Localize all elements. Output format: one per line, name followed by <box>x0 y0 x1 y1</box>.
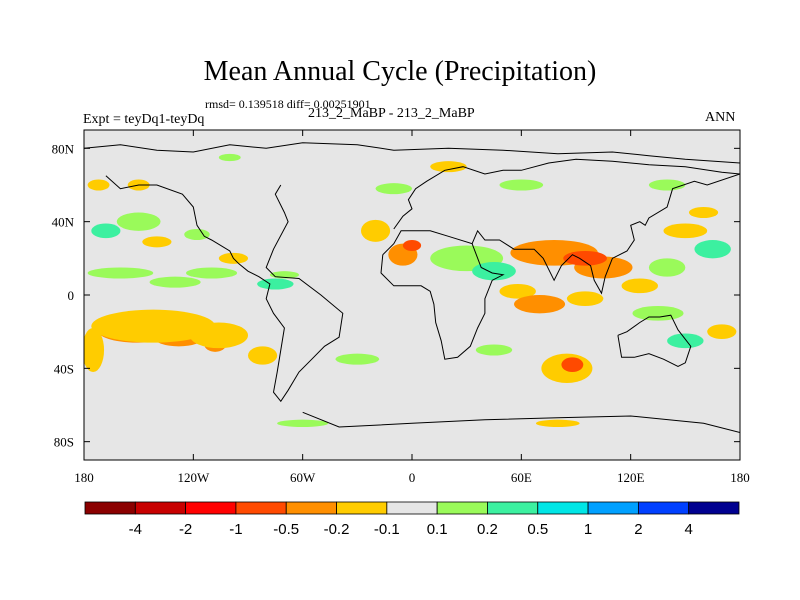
colorbar-swatch <box>185 501 237 515</box>
anomaly-region <box>186 267 238 279</box>
anomaly-region <box>430 161 467 173</box>
coastline <box>393 158 740 230</box>
anomaly-region <box>91 309 216 343</box>
anomaly-region <box>648 258 686 277</box>
coastlines <box>84 142 740 433</box>
y-tick-label: 40S <box>54 361 74 376</box>
colorbar-label: 2 <box>634 521 642 538</box>
anomaly-region <box>375 183 412 195</box>
anomaly-region <box>475 344 513 356</box>
colorbar-label: -0.1 <box>374 521 400 538</box>
season-label: ANN <box>705 110 736 125</box>
anomaly-region <box>514 295 566 314</box>
colorbar-label: -0.5 <box>273 521 299 538</box>
experiment-label: Expt = teyDq1-teyDq <box>83 112 205 127</box>
anomaly-region <box>621 278 658 294</box>
x-tick-label: 180 <box>730 470 750 485</box>
anomaly-region <box>277 419 329 428</box>
coastline <box>302 411 740 433</box>
x-tick-label: 120E <box>617 470 645 485</box>
colorbar-swatch <box>688 501 740 515</box>
anomaly-region <box>632 306 684 321</box>
anomaly-region <box>184 229 210 240</box>
anomaly-region <box>84 328 105 372</box>
y-tick-label: 80N <box>52 141 75 156</box>
colorbar-label: -0.2 <box>324 521 350 538</box>
anomaly-region <box>87 179 110 191</box>
colorbar-swatch <box>235 501 287 515</box>
chart-title: Mean Annual Cycle (Precipitation) <box>203 56 597 87</box>
anomaly-region <box>360 219 391 242</box>
colorbar: -4 -2 -1 -0.5 -0.2 -0.1 0.1 0.2 0.5 1 2 4 <box>84 501 740 538</box>
axes: 180 120W 60W 0 60E 120E 180 80N 40N 0 40S 80S <box>52 130 750 485</box>
colorbar-label: -2 <box>179 521 192 538</box>
colorbar-label: 4 <box>685 521 693 538</box>
anomaly-region <box>648 179 686 191</box>
anomaly-region <box>142 236 172 248</box>
anomaly-region <box>707 324 737 339</box>
colorbar-swatch <box>436 501 488 515</box>
colorbar-swatch <box>637 501 690 515</box>
colorbar-label: -1 <box>229 521 242 538</box>
x-tick-label: 180 <box>74 470 94 485</box>
coastline <box>380 230 505 360</box>
colorbar-label: 0.2 <box>477 521 498 538</box>
anomaly-region <box>189 322 249 349</box>
colorbar-label: -4 <box>129 521 142 538</box>
plot-background <box>84 130 740 460</box>
colorbar-label: 1 <box>584 521 592 538</box>
x-tick-label: 120W <box>177 470 210 485</box>
y-tick-label: 80S <box>54 435 74 450</box>
x-tick-label: 60E <box>511 470 532 485</box>
colorbar-swatch <box>587 501 639 515</box>
colorbar-swatch <box>336 501 388 515</box>
anomaly-region <box>688 207 719 218</box>
anomaly-region <box>561 357 584 372</box>
colorbar-swatch <box>487 501 539 515</box>
anomaly-region <box>218 153 241 162</box>
anomaly-region <box>535 419 580 428</box>
y-tick-label: 40N <box>52 215 75 230</box>
anomaly-region <box>248 346 278 365</box>
colorbar-label: 0.1 <box>427 521 448 538</box>
anomaly-region <box>499 179 544 191</box>
anomaly-region <box>499 284 536 299</box>
anomaly-region <box>472 262 516 281</box>
anomaly-region <box>694 240 731 259</box>
x-tick-label: 60W <box>290 470 316 485</box>
y-tick-label: 0 <box>68 288 75 303</box>
anomaly-region <box>116 212 161 231</box>
coastline <box>105 175 344 403</box>
colorbar-swatch <box>285 501 337 515</box>
anomaly-region <box>149 276 201 288</box>
coastline <box>471 173 740 295</box>
colorbar-swatch <box>84 501 136 515</box>
anomaly-field <box>84 153 737 428</box>
anomaly-region <box>563 251 607 266</box>
anomaly-region <box>663 223 708 239</box>
colorbar-swatch <box>386 501 438 515</box>
anomaly-region <box>91 223 121 239</box>
x-tick-label: 0 <box>409 470 416 485</box>
anomaly-region <box>257 278 294 290</box>
anomaly-region <box>566 291 604 306</box>
case-label: 213_2_MaBP - 213_2_MaBP <box>308 106 475 121</box>
anomaly-region <box>402 240 422 251</box>
colorbar-swatch <box>134 501 187 515</box>
coastline <box>84 142 740 164</box>
anomaly-region <box>667 333 704 349</box>
colorbar-swatch <box>537 501 589 515</box>
anomaly-region <box>335 353 380 365</box>
anomaly-region <box>87 267 154 279</box>
colorbar-label: 0.5 <box>527 521 548 538</box>
coastline <box>617 314 692 368</box>
stats-label: rmsd= 0.139518 diff= 0.00251901 <box>205 97 371 111</box>
